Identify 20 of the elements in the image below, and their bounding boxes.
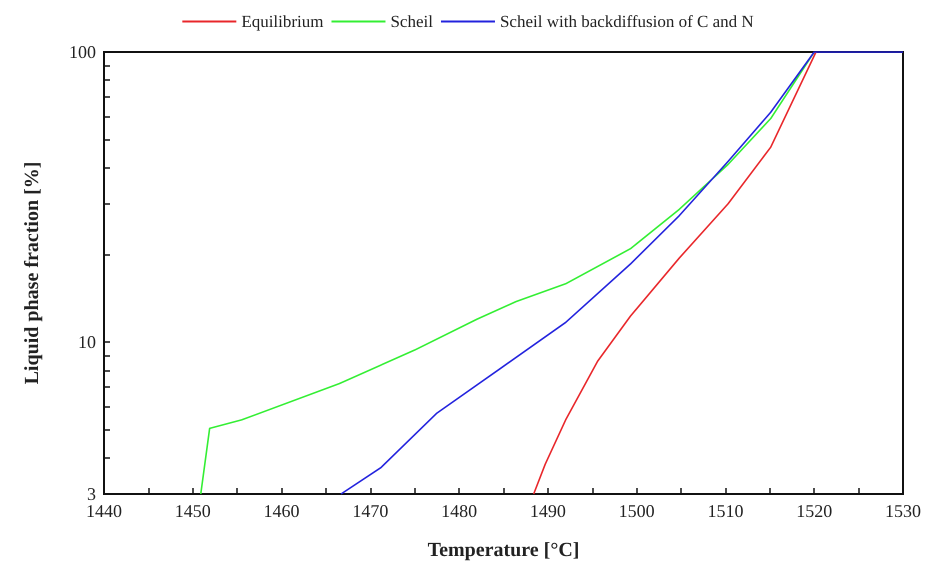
x-tick-label: 1490 (530, 501, 566, 521)
x-tick-label: 1480 (441, 501, 478, 521)
y-tick-label: 3 (87, 484, 96, 504)
x-tick-label: 1440 (86, 501, 122, 521)
x-axis-title: Temperature [°C] (428, 539, 580, 561)
x-tick-label: 1500 (618, 501, 655, 521)
line-series (340, 51, 904, 495)
x-tick-label: 1460 (264, 501, 300, 521)
legend-label: Scheil with backdiffusion of C and N (500, 12, 754, 31)
x-tick-label: 1450 (174, 501, 211, 521)
y-tick-label: 100 (69, 42, 96, 62)
x-tick-label: 1510 (707, 501, 744, 521)
x-tick-label: 1530 (885, 501, 921, 521)
x-tick-label: 1470 (352, 501, 388, 521)
y-tick-label: 10 (78, 332, 96, 352)
y-axis-title: Liquid phase fraction [%] (21, 162, 43, 384)
legend-label: Equilibrium (241, 12, 324, 31)
line-series (532, 51, 817, 495)
legend-label: Scheil (390, 12, 434, 31)
x-tick-label: 1520 (796, 501, 832, 521)
